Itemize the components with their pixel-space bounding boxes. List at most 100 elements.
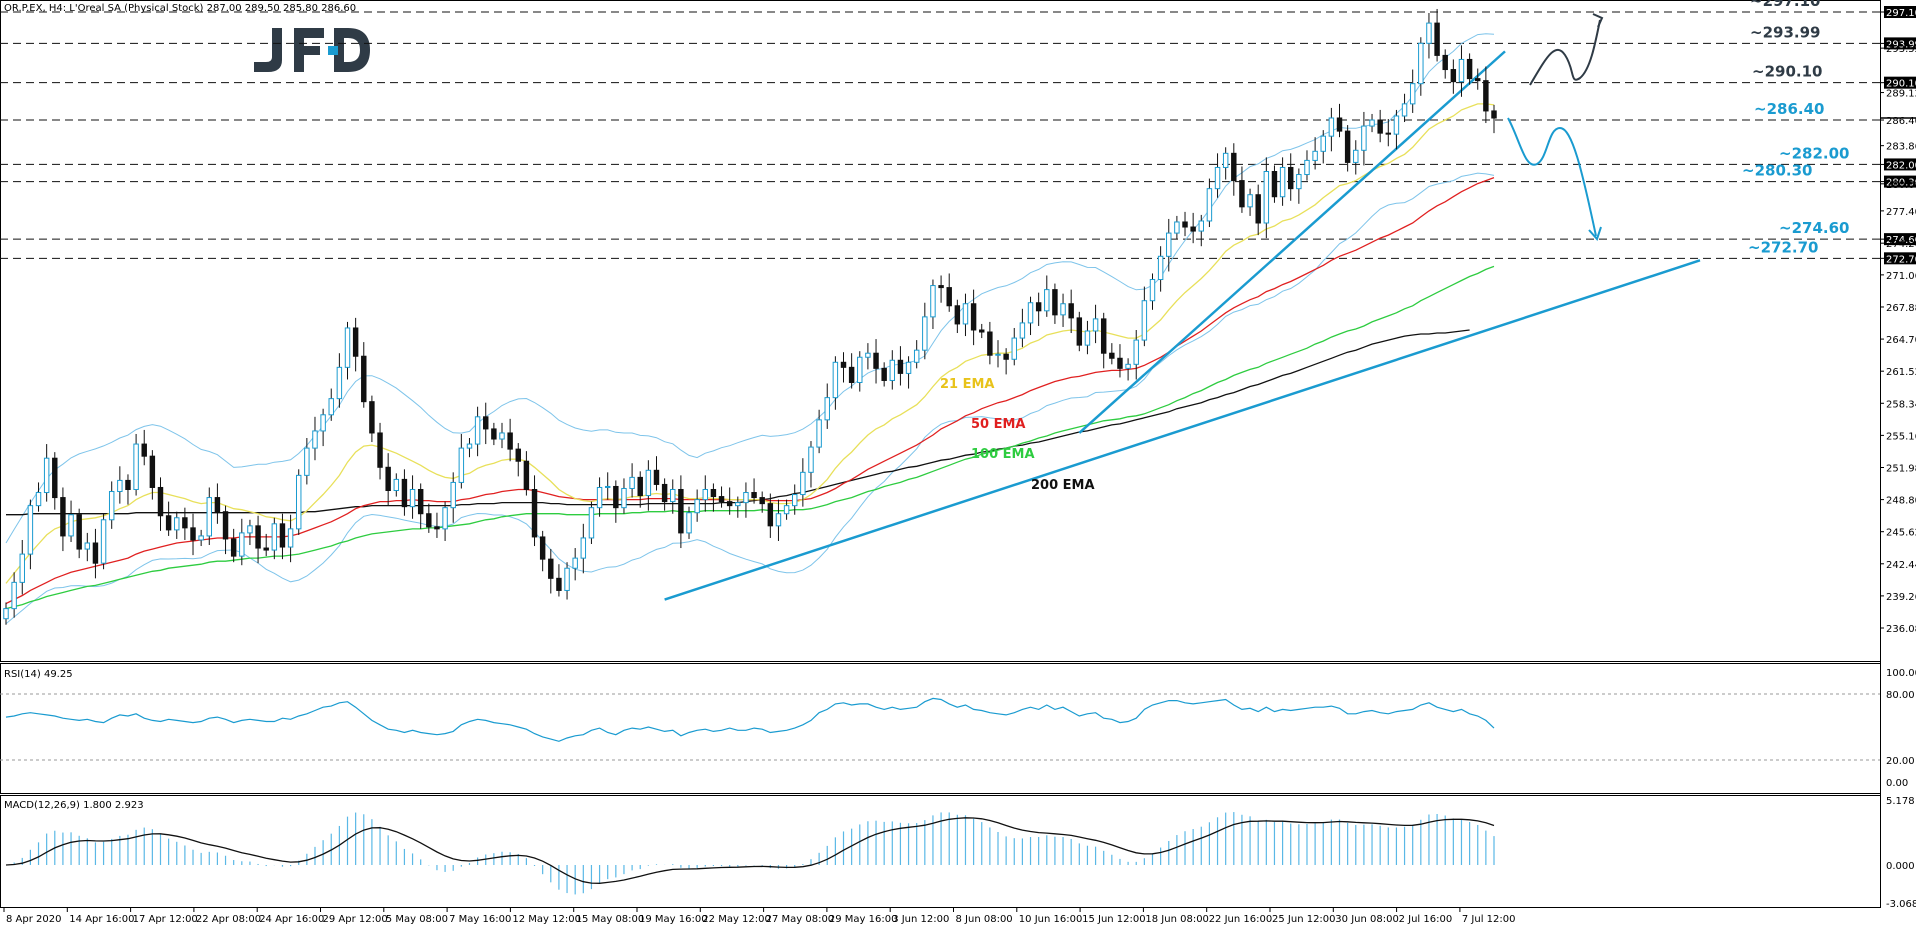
candle-body: [515, 448, 521, 462]
candle-body: [1255, 194, 1261, 224]
candle-body: [1393, 115, 1400, 135]
candle-body: [922, 316, 928, 351]
candle-body: [1052, 289, 1058, 316]
price-tick-label: 236.08: [1886, 624, 1916, 635]
short-term-trendline: [1078, 50, 1506, 434]
candle-body: [946, 287, 952, 307]
candle-body: [1003, 353, 1009, 360]
price-tick-label: 289.12: [1886, 89, 1916, 100]
candle-body: [92, 542, 99, 564]
time-tick-label: 29 May 16:00: [829, 914, 898, 925]
candle-body: [670, 488, 676, 503]
candle-body: [263, 547, 269, 551]
candle-body: [588, 507, 595, 539]
candle-body: [222, 511, 229, 540]
candle-body: [100, 519, 107, 564]
candle-body: [1287, 166, 1294, 190]
candle-body: [938, 285, 944, 289]
candle-body: [483, 416, 489, 430]
candle-body: [409, 488, 416, 508]
candle-body: [1304, 159, 1310, 176]
candle-body: [1109, 352, 1115, 359]
support-resistance-levels: [0, 11, 1880, 259]
candle-body: [60, 497, 66, 537]
candle-body: [645, 469, 652, 497]
candle-body: [1035, 302, 1042, 312]
bollinger-lower: [5, 172, 1495, 625]
candle-body: [970, 303, 977, 331]
time-tick-label: 7 May 16:00: [449, 914, 511, 925]
candle-body: [1044, 289, 1050, 312]
candle-body: [751, 492, 757, 499]
candle-body: [1320, 135, 1326, 152]
candle-body: [117, 479, 123, 493]
price-tick-label: 245.62: [1886, 528, 1916, 539]
time-tick-label: 29 Apr 12:00: [323, 914, 388, 925]
candle-body: [287, 528, 294, 548]
candle-body: [1434, 22, 1440, 56]
rsi-axis-label: 0.00: [1886, 778, 1908, 789]
candle-body: [165, 515, 172, 531]
price-tag-bg: [1884, 76, 1916, 89]
candle-body: [1279, 166, 1286, 198]
candle-body: [190, 527, 196, 541]
candle-body: [417, 488, 424, 515]
macd-signal-line: [5, 817, 1495, 884]
time-tick-label: 24 Apr 16:00: [259, 914, 324, 925]
candle-body: [824, 397, 830, 421]
candle-body: [808, 446, 814, 473]
macd-title: MACD(12,26,9) 1.800 2.923: [4, 800, 144, 811]
candle-body: [76, 514, 82, 550]
price-tick-label: 239.26: [1886, 592, 1916, 603]
candle-body: [1182, 221, 1188, 228]
candle-body: [1027, 302, 1034, 324]
candle-body: [686, 512, 692, 534]
candle-body: [962, 303, 969, 325]
candle-body: [344, 327, 351, 368]
candle-body: [840, 361, 847, 368]
candle-body: [393, 478, 400, 492]
price-tick-label: 242.44: [1886, 560, 1916, 571]
candle-body: [499, 432, 505, 440]
projection-arrows: [1507, 13, 1604, 241]
time-tick-label: 25 Jun 12:00: [1272, 914, 1336, 925]
price-tick-label: 264.70: [1886, 335, 1916, 346]
candle-body: [572, 557, 578, 569]
candle-body: [1084, 330, 1091, 346]
time-tick-label: 5 May 08:00: [386, 914, 448, 925]
price-tick-label: 267.88: [1886, 303, 1916, 314]
candle-body: [1190, 226, 1196, 232]
ema-lines: [5, 103, 1495, 610]
candle-body: [653, 469, 660, 485]
price-tick-label: 290.10: [1886, 79, 1916, 90]
candle-body: [1483, 80, 1489, 112]
price-tag-bg: [1884, 158, 1916, 171]
candle-body: [832, 361, 839, 399]
candle-body: [458, 447, 465, 483]
rsi-panel-frame: [0, 663, 1881, 794]
candle-body: [1117, 357, 1123, 369]
price-tick-label: 255.16: [1886, 431, 1916, 442]
macd-axis-label: 0.000: [1886, 861, 1915, 872]
candle-body: [613, 485, 619, 509]
candle-body: [621, 487, 627, 509]
candle-body: [1231, 152, 1237, 182]
symbol-header: OR.P.EX, H4: L'Oreal SA (Physical Stock)…: [4, 3, 356, 14]
jfd-logo: [254, 28, 370, 72]
price-tick-label: 293.52: [1886, 44, 1916, 55]
candle-body: [775, 513, 782, 527]
candle-body: [312, 430, 318, 449]
time-tick-label: 2 Jul 16:00: [1399, 914, 1453, 925]
trendlines: [664, 50, 1701, 601]
candle-body: [995, 353, 1001, 356]
rsi-title: RSI(14) 49.25: [4, 669, 73, 680]
candle-body: [1206, 188, 1213, 222]
candle-body: [35, 492, 42, 507]
candle-body: [507, 432, 513, 450]
candle-body: [401, 478, 408, 508]
candle-body: [1442, 54, 1448, 71]
time-tick-label: 14 Apr 16:00: [69, 914, 134, 925]
candle-body: [182, 517, 188, 529]
ema-label: 21 EMA: [940, 377, 995, 392]
